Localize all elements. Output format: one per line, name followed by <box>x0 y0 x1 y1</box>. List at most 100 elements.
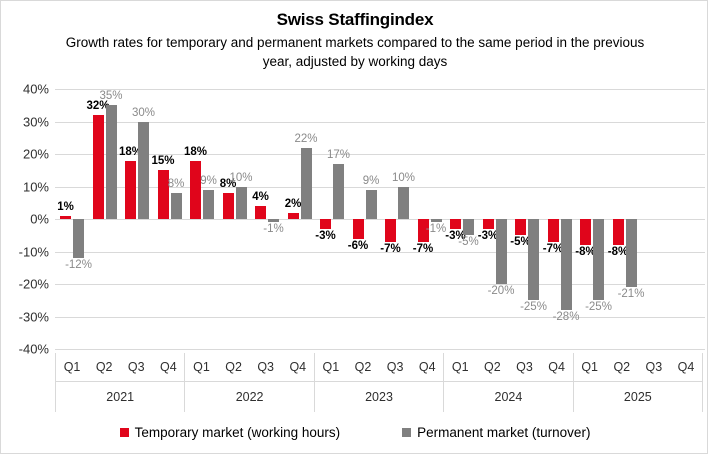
bar-temp <box>612 219 624 245</box>
quarter-tick-label: Q4 <box>289 360 307 374</box>
year-tick-label: 2023 <box>314 381 444 412</box>
quarter-tick-label: Q1 <box>322 360 340 374</box>
bar-group: 2% 22% <box>283 89 318 349</box>
quarter-tick-label: Q2 <box>354 360 372 374</box>
gridline <box>55 349 705 350</box>
bar-value-label: -7% <box>542 242 564 255</box>
bar-temp <box>385 219 396 242</box>
chart-subtitle: Growth rates for temporary and permanent… <box>65 35 645 69</box>
bar-value-label: 22% <box>294 132 318 145</box>
bar-value-label: 8% <box>167 178 185 190</box>
bar-value-label: -1% <box>425 223 447 236</box>
bar-group: 18% 30% <box>119 89 156 349</box>
year-tick-label: 2021 <box>56 381 185 412</box>
bar-perm <box>235 186 247 219</box>
bar-value-label: 18% <box>183 145 208 158</box>
legend-label: Temporary market (working hours) <box>134 425 341 440</box>
bar-perm <box>365 189 377 219</box>
chart-title: Swiss Staffingindex <box>276 10 434 29</box>
bar-value-label: -25% <box>520 301 547 314</box>
y-axis-tick: -30% <box>18 309 49 324</box>
bar-temp <box>547 219 559 242</box>
plot-wrapper: 40% 30% 20% 10% 0% -10% -20% -30% -40% 1% -12% 32%… <box>1 82 707 357</box>
bar-value-label: -12% <box>65 259 92 271</box>
bar-value-label: 4% <box>252 191 269 203</box>
bar-group: -3% -5% <box>445 89 479 349</box>
gridline <box>55 186 705 188</box>
year-tick-label: 2024 <box>444 381 573 412</box>
y-axis-tick: 20% <box>22 146 49 162</box>
y-axis-tick: -20% <box>18 276 49 292</box>
bar-value-label: -5% <box>458 236 479 249</box>
bar-value-label: -8% <box>575 246 596 258</box>
year-cell: Q1 Q2 Q3 Q4 2025 <box>572 353 704 412</box>
plot-area: 1% -12% 32% 35% 18% 30% 15% 8% 18% 9% 8% 10% 4% -1% 2%… <box>55 89 706 350</box>
bar-value-label: -20% <box>487 285 515 297</box>
gridline <box>55 154 705 155</box>
bar-temp <box>190 160 201 219</box>
bar-perm <box>138 121 149 219</box>
y-axis-tick: -10% <box>18 244 49 259</box>
bar-value-label: 1% <box>57 200 74 213</box>
bar-temp <box>60 215 71 219</box>
bar-group: 8% 10% <box>218 89 253 349</box>
bar-group: 1% -12% <box>55 89 92 349</box>
bar-group: -5% -25% <box>510 89 547 349</box>
bar-value-label: -25% <box>585 301 612 314</box>
gridline <box>55 251 705 253</box>
legend-item-permanent[interactable]: Permanent market (turnover) <box>402 425 590 440</box>
bar-value-label: -3% <box>477 229 499 242</box>
y-axis-tick: 0% <box>30 211 49 227</box>
bar-value-label: 30% <box>131 106 156 119</box>
quarter-tick-label: Q1 <box>63 360 81 374</box>
quarter-tick-label: Q2 <box>484 360 501 374</box>
year-tick-label: 2025 <box>573 381 703 412</box>
gridline <box>55 121 705 123</box>
bar-temp <box>515 219 526 236</box>
bar-perm <box>528 219 539 301</box>
bar-group: 32% 35% <box>86 89 123 349</box>
bar-perm <box>495 219 507 284</box>
y-axis-tick: -40% <box>18 341 49 357</box>
bar-temp <box>287 212 299 219</box>
bar-value-label: -3% <box>315 229 336 242</box>
quarter-tick-label: Q4 <box>548 360 565 374</box>
zero-line <box>55 219 705 220</box>
bar-value-label: -21% <box>617 288 645 301</box>
bar-perm <box>203 189 214 219</box>
bar-group: 4% -1% <box>250 89 284 349</box>
bar-group <box>673 89 706 349</box>
bar-perm <box>333 163 344 219</box>
bar-group: -7% 10% <box>380 89 415 349</box>
year-label-row: Q1 Q2 Q3 Q4 2021 Q1 Q2 Q3 Q4 2022 Q1 Q2 Q3 Q4 2023 Q1 Q2… <box>55 353 704 412</box>
bar-group: 15% 8% <box>151 89 186 349</box>
quarter-tick-label: Q3 <box>516 360 533 374</box>
bar-perm <box>268 219 279 223</box>
bar-value-label: 9% <box>362 174 380 187</box>
bar-value-label: 9% <box>200 174 217 187</box>
bar-group: 18% 9% <box>183 89 218 349</box>
bar-group: -3% -20% <box>477 89 514 349</box>
bar-perm <box>560 219 572 310</box>
bar-temp <box>482 219 494 229</box>
bar-value-label: -6% <box>347 239 369 252</box>
quarter-tick-label: Q3 <box>257 360 275 374</box>
bar-value-label: -1% <box>263 223 284 236</box>
quarter-tick-label: Q4 <box>160 360 177 374</box>
bar-perm <box>105 105 117 219</box>
quarter-tick-label: Q3 <box>386 360 404 374</box>
quarter-tick-label: Q2 <box>225 360 242 374</box>
bar-group: -3% 17% <box>315 89 350 349</box>
bar-temp <box>320 219 331 229</box>
square-marker-icon <box>402 428 412 437</box>
bar-value-label: -3% <box>445 229 466 242</box>
bar-perm <box>73 219 84 258</box>
quarter-tick-label: Q3 <box>645 360 663 374</box>
legend-item-temporary[interactable]: Temporary market (working hours) <box>119 425 341 440</box>
year-cell: Q1 Q2 Q3 Q4 2023 <box>313 353 444 412</box>
bar-temp <box>92 115 104 219</box>
legend-label: Permanent market (turnover) <box>417 425 591 440</box>
bar-perm <box>170 193 182 219</box>
bar-value-label: 10% <box>229 171 253 184</box>
